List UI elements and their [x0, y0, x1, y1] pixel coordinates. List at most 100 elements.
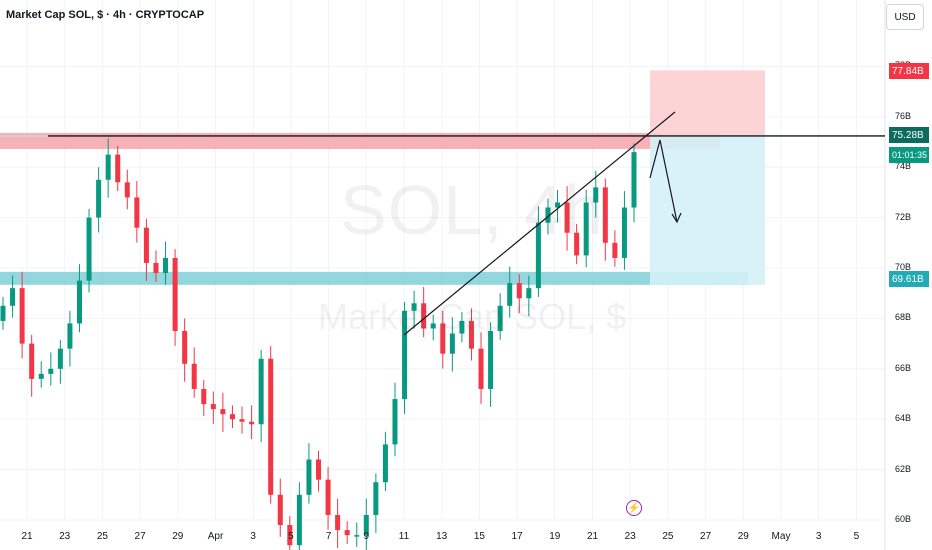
candle-body [57, 348, 63, 369]
chart-zones [0, 70, 885, 285]
resistance-price-badge: 75.28B [889, 127, 929, 143]
candle-body [402, 310, 408, 400]
candle-body [516, 283, 522, 299]
candle-body [48, 368, 54, 374]
time-tick-label: 15 [473, 531, 485, 542]
candle-body [239, 419, 245, 422]
time-tick-label: 3 [250, 531, 256, 542]
candle-body [373, 482, 379, 515]
candle-body [182, 331, 188, 364]
candle-body [488, 331, 494, 389]
symbol-title[interactable]: Market Cap SOL, $ · 4h · CRYPTOCAP [6, 9, 205, 21]
resistance-zone [0, 132, 720, 149]
time-tick-label: 21 [586, 531, 599, 542]
candle-body [363, 514, 369, 536]
candle-body [392, 399, 398, 445]
candle-body [354, 535, 360, 537]
time-tick-label: 3 [815, 531, 822, 542]
candle-body [153, 262, 159, 274]
target-price-badge: 69.61B [889, 271, 929, 287]
candle-body [287, 525, 293, 546]
candle-body [258, 358, 264, 425]
candle-body [67, 323, 73, 349]
candle-body [191, 363, 197, 389]
price-tick-label: 76B [895, 110, 912, 121]
time-tick-label: 25 [662, 531, 674, 542]
candle-body [277, 494, 283, 526]
candle-body [124, 182, 130, 198]
price-tick-label: 72B [895, 211, 912, 222]
candle-body [497, 305, 503, 331]
candle-body [526, 288, 532, 299]
time-tick-label: 5 [288, 531, 294, 542]
candle-body [440, 323, 446, 354]
candle-body [0, 305, 6, 321]
price-tick-label: 74B [895, 161, 912, 172]
time-tick-label: 23 [59, 531, 71, 542]
candle-body [38, 373, 44, 379]
candle-body [631, 152, 637, 208]
time-tick-label: 29 [172, 531, 184, 542]
candle-body [564, 202, 570, 233]
price-tick-label: 60B [895, 514, 912, 524]
candle-body [86, 217, 92, 281]
candle-body [507, 283, 513, 306]
candle-body [421, 303, 427, 329]
candle-body [296, 494, 302, 546]
time-tick-label: 13 [436, 531, 448, 542]
candle-body [172, 257, 178, 331]
candle-body [96, 179, 102, 218]
candle-body [545, 207, 551, 223]
time-tick-label: 25 [96, 531, 108, 542]
candle-body [382, 444, 388, 483]
candle-body [325, 479, 331, 515]
time-tick-label: 27 [134, 531, 146, 542]
price-tick-label: 70B [895, 262, 912, 272]
candle-body [201, 388, 207, 405]
candle-body [459, 320, 465, 334]
candle-body [411, 303, 417, 311]
chart-grid [0, 0, 886, 550]
candle-body [574, 232, 580, 256]
candle-body [134, 197, 140, 228]
candle-body [478, 348, 484, 389]
candle-body [468, 320, 474, 349]
candle-body [449, 333, 455, 354]
projection-path [649, 139, 678, 223]
time-tick-label: 5 [853, 531, 860, 542]
candle-body [583, 202, 589, 256]
price-tick-label: 66B [895, 362, 912, 373]
stop-loss-zone [650, 70, 765, 135]
time-tick-label: 19 [549, 531, 561, 542]
time-tick-label: 9 [363, 531, 370, 542]
candle-body [10, 288, 16, 306]
time-tick-label: 7 [325, 531, 332, 542]
candle-body [19, 288, 25, 344]
stop-price-badge: 77.84B [889, 63, 929, 79]
take-profit-zone [650, 134, 765, 285]
drawings [48, 111, 885, 336]
candle-body [335, 514, 341, 531]
candle-body [29, 343, 35, 379]
candle-body [344, 530, 350, 536]
candle-body [316, 459, 321, 480]
currency-button[interactable]: USD [886, 4, 924, 30]
watermark-ticker: SOL, 4h [340, 171, 604, 249]
time-tick-label: May [771, 531, 791, 542]
flash-icon[interactable]: ⚡ [626, 500, 642, 516]
candle-body [163, 257, 169, 274]
candle-body [306, 459, 312, 495]
candle-body [229, 414, 235, 420]
time-tick-label: Apr [207, 531, 224, 542]
time-tick-label: 11 [398, 531, 410, 542]
candle-body [555, 202, 561, 208]
candle-body [612, 242, 618, 258]
candle-body [621, 207, 627, 258]
countdown-badge: 01:01:35 [889, 147, 929, 163]
candle-body [143, 227, 149, 263]
candle-body [535, 222, 541, 289]
candle-body [249, 421, 255, 425]
candle-body [220, 409, 226, 415]
price-tick-label: 68B [895, 312, 912, 323]
